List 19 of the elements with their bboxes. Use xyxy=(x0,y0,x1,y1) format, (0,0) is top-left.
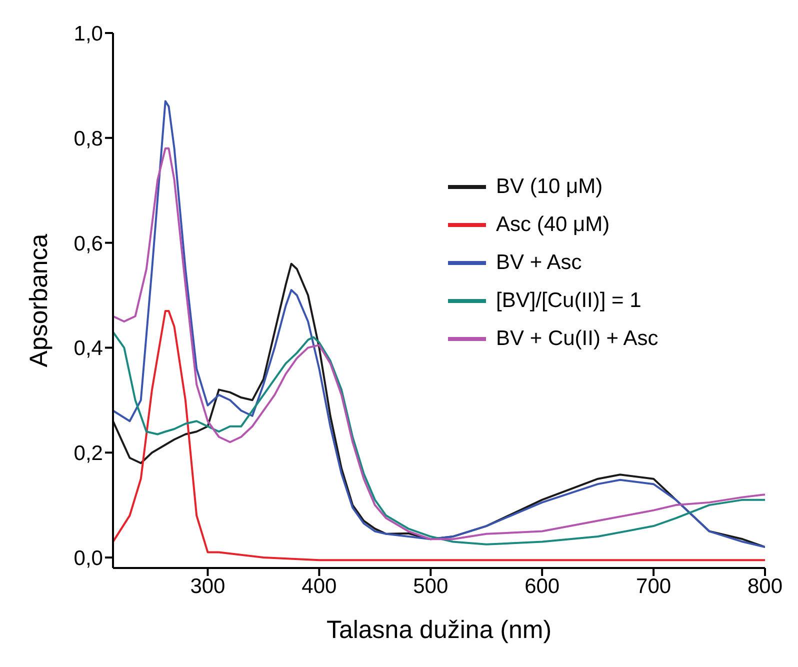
y-tick-label: 0,6 xyxy=(74,232,103,256)
x-tick-label: 800 xyxy=(747,574,783,598)
legend-label: Asc (40 μM) xyxy=(496,213,610,237)
legend-label: BV + Cu(II) + Asc xyxy=(496,327,658,351)
legend-label: BV (10 μM) xyxy=(496,175,603,199)
y-tick-label: 0,8 xyxy=(74,127,103,150)
x-tick-label: 300 xyxy=(190,574,226,598)
x-tick-label: 600 xyxy=(524,574,560,598)
legend-label: [BV]/[Cu(II)] = 1 xyxy=(496,289,642,313)
y-tick-label: 0,4 xyxy=(74,337,104,360)
y-tick-label: 0,0 xyxy=(74,546,103,570)
x-axis-title: Talasna dužina (nm) xyxy=(326,616,552,644)
y-tick-label: 0,2 xyxy=(74,442,103,466)
x-tick-label: 400 xyxy=(302,574,337,598)
y-tick-label: 1,0 xyxy=(74,22,103,46)
y-axis-title: Apsorbanca xyxy=(24,234,53,368)
legend-label: BV + Asc xyxy=(496,251,582,275)
x-tick-label: 500 xyxy=(413,574,448,598)
x-tick-label: 700 xyxy=(636,574,672,598)
